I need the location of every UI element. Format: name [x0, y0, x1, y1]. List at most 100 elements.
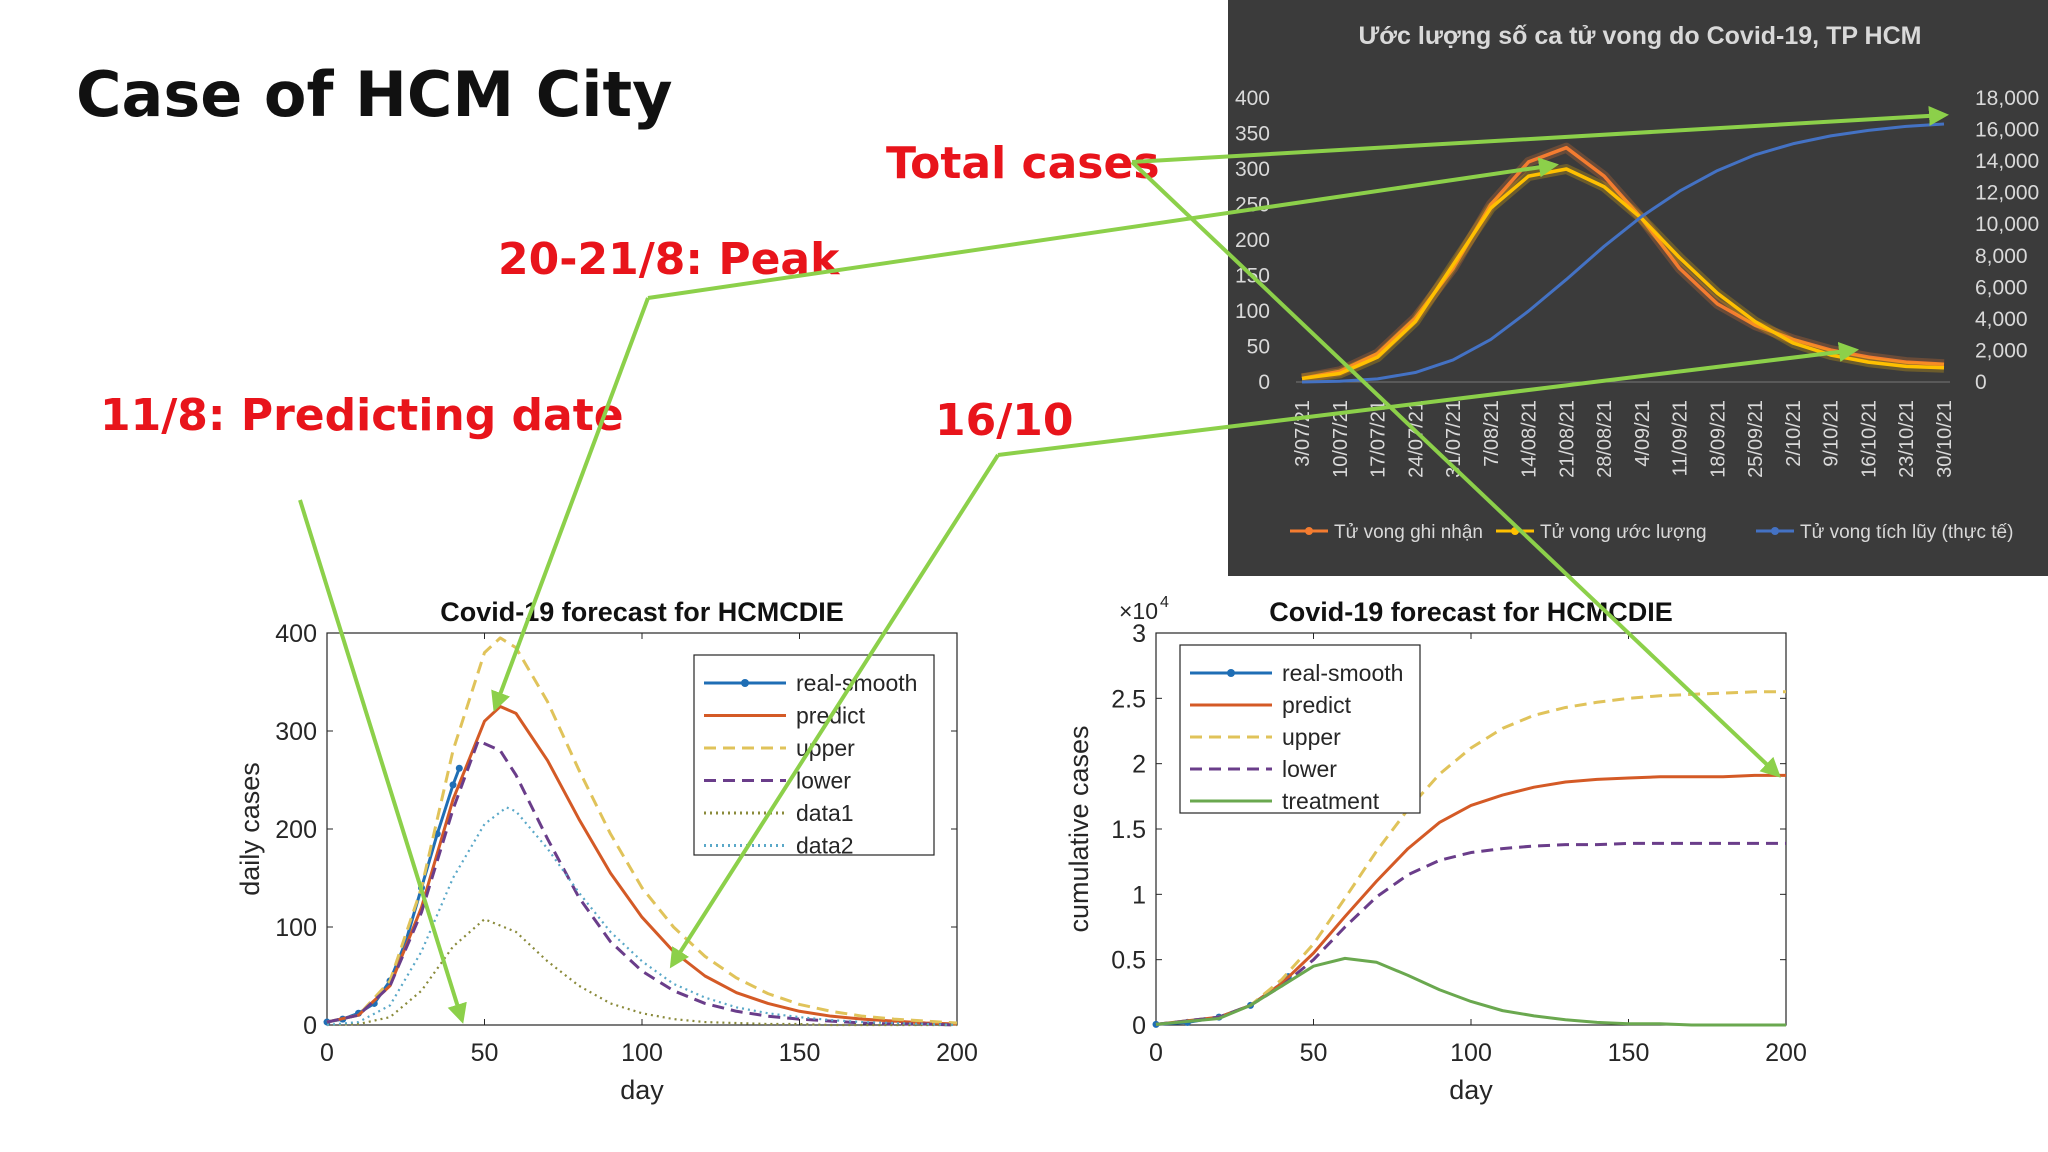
legend-label: treatment [1282, 788, 1380, 814]
x-tick-label: 0 [1149, 1039, 1163, 1067]
series-point [449, 781, 457, 789]
x-tick-label: 28/08/21 [1594, 400, 1616, 478]
legend-label: lower [1282, 756, 1337, 782]
y-exponent-power: 4 [1160, 594, 1169, 611]
x-tick-label: 150 [779, 1039, 821, 1067]
legend-marker [741, 679, 749, 687]
legend-label: predict [1282, 692, 1352, 718]
total-cases-label: Total cases [886, 138, 1160, 189]
y-tick-label: 300 [275, 718, 317, 746]
x-tick-label: 18/09/21 [1707, 400, 1729, 478]
legend-label: data2 [796, 833, 854, 859]
x-tick-label: 50 [471, 1039, 499, 1067]
arrow-total-cases-to-cumulative-top [1131, 105, 1949, 164]
y-tick-label: 0 [303, 1012, 317, 1040]
y-exponent-base: ×10 [1119, 598, 1158, 624]
x-tick-label: 7/08/21 [1481, 400, 1503, 467]
x-tick-label: 2/10/21 [1783, 400, 1805, 467]
left-y-tick-label: 300 [1235, 158, 1270, 181]
daily-legend [693, 654, 935, 856]
left-y-tick-label: 200 [1235, 229, 1270, 252]
slide-title: Case of HCM City [76, 58, 673, 131]
legend-label: data1 [796, 800, 854, 826]
arrow-peak-to-top-chart [647, 157, 1559, 300]
y-tick-label: 0 [1132, 1012, 1146, 1040]
y-tick-label: 100 [275, 914, 317, 942]
x-tick-label: 0 [320, 1039, 334, 1067]
legend-marker [1227, 669, 1235, 677]
predicting-date-label: 11/8: Predicting date [100, 390, 624, 441]
x-tick-label: 100 [1450, 1039, 1492, 1067]
left-y-tick-label: 50 [1247, 336, 1270, 359]
right-y-tick-label: 10,000 [1975, 213, 2039, 236]
right-y-tick-label: 8,000 [1975, 245, 2028, 268]
right-y-tick-label: 12,000 [1975, 182, 2039, 205]
x-tick-label: 100 [621, 1039, 663, 1067]
y-tick-label: 1 [1132, 881, 1146, 909]
legend-label: Tử vong tích lũy (thực tế) [1800, 522, 2013, 543]
left-y-tick-label: 100 [1235, 300, 1270, 323]
right-y-tick-label: 14,000 [1975, 150, 2039, 173]
x-tick-label: 11/09/21 [1670, 400, 1692, 476]
x-tick-label: 16/10/21 [1858, 400, 1880, 478]
arrow-peak-to-daily-forecast [491, 297, 650, 712]
series-line [1155, 956, 1786, 1027]
x-tick-label: 21/08/21 [1556, 400, 1578, 478]
y-tick-label: 3 [1132, 620, 1146, 648]
mortality-chart-title: Ước lượng số ca tử vong do Covid-19, TP … [1359, 22, 1922, 50]
y-tick-label: 2 [1132, 751, 1146, 779]
x-tick-label: 150 [1608, 1039, 1650, 1067]
x-tick-label: 31/07/21 [1443, 400, 1465, 478]
series-line [1301, 122, 1945, 384]
left-y-tick-label: 0 [1258, 371, 1270, 394]
left-y-tick-label: 400 [1235, 87, 1270, 110]
x-tick-label: 9/10/21 [1821, 400, 1843, 467]
y-tick-label: 200 [275, 816, 317, 844]
x-tick-label: 200 [936, 1039, 978, 1067]
right-y-tick-label: 4,000 [1975, 308, 2028, 331]
legend-label: Tử vong ước lượng [1540, 522, 1707, 543]
right-y-tick-label: 2,000 [1975, 339, 2028, 362]
arrow-predicting-date [298, 499, 467, 1024]
x-tick-label: 14/08/21 [1519, 400, 1541, 478]
series-line [1155, 690, 1786, 1026]
legend-marker [1771, 527, 1779, 535]
series-line [326, 705, 958, 1026]
x-tick-label: 10/07/21 [1330, 400, 1352, 478]
daily-title: Covid-19 forecast for HCMCDIE [440, 597, 844, 627]
mortality-chart-panel [1228, 0, 2048, 576]
x-tick-label: 4/09/21 [1632, 400, 1654, 467]
left-y-tick-label: 350 [1235, 123, 1270, 146]
y-tick-label: 400 [275, 620, 317, 648]
legend-label: real-smooth [1282, 660, 1403, 686]
y-tick-label: 0.5 [1111, 947, 1146, 975]
x-tick-label: 50 [1300, 1039, 1328, 1067]
x-tick-label: 24/07/21 [1405, 400, 1427, 478]
x-tick-label: 23/10/21 [1896, 400, 1918, 478]
series-line [326, 806, 958, 1027]
y-tick-label: 1.5 [1111, 816, 1146, 844]
arrow-total-cases-to-cumulative-forecast [1130, 160, 1781, 778]
legend-label: Tử vong ghi nhận [1334, 522, 1483, 543]
cumulative-ylabel: cumulative cases [1064, 725, 1094, 932]
x-tick-label: 30/10/21 [1934, 400, 1956, 478]
legend-marker [1305, 527, 1313, 535]
series-line [1301, 167, 1945, 381]
x-tick-label: 200 [1765, 1039, 1807, 1067]
arrow-1610-to-daily-forecast [669, 453, 1000, 969]
legend-label: lower [796, 768, 851, 794]
cumulative-xlabel: day [1449, 1075, 1493, 1105]
right-y-tick-label: 0 [1975, 371, 1987, 394]
legend-label: upper [1282, 724, 1341, 750]
daily-ylabel: daily cases [235, 762, 265, 896]
arrow-1610-to-top-chart [997, 342, 1859, 457]
x-tick-label: 17/07/21 [1368, 400, 1390, 478]
series-point [455, 764, 463, 772]
right-y-tick-label: 6,000 [1975, 276, 2028, 299]
series-line [326, 739, 958, 1027]
y-tick-label: 2.5 [1111, 685, 1146, 713]
series-line [1155, 773, 1786, 1026]
